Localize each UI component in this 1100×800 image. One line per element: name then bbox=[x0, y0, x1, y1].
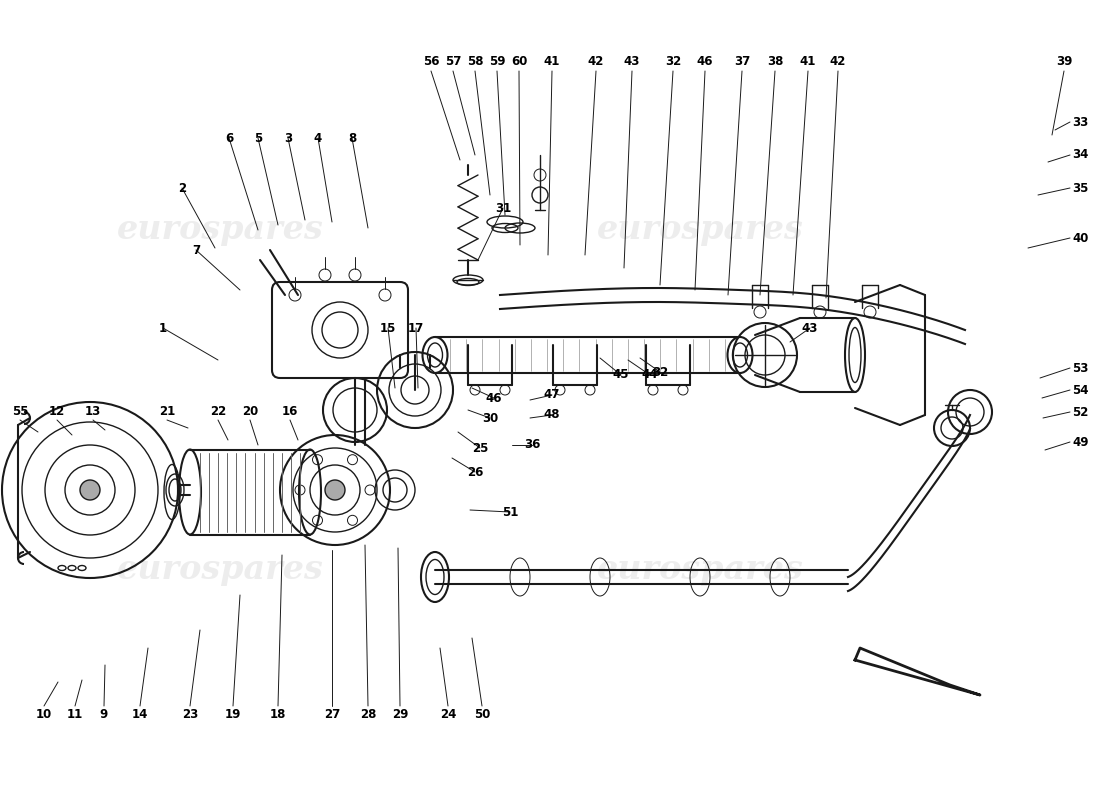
Text: 2: 2 bbox=[178, 182, 186, 194]
Text: 25: 25 bbox=[472, 442, 488, 454]
Text: 6: 6 bbox=[224, 131, 233, 145]
Text: 59: 59 bbox=[488, 55, 505, 68]
Text: 26: 26 bbox=[466, 466, 483, 478]
Text: 17: 17 bbox=[408, 322, 425, 334]
Text: 23: 23 bbox=[182, 708, 198, 721]
Text: 42: 42 bbox=[829, 55, 846, 68]
Text: 37: 37 bbox=[734, 55, 750, 68]
Text: 33: 33 bbox=[1072, 115, 1088, 129]
Text: 28: 28 bbox=[360, 708, 376, 721]
Text: eurospares: eurospares bbox=[596, 214, 803, 246]
Text: 30: 30 bbox=[482, 411, 498, 425]
Text: 19: 19 bbox=[224, 708, 241, 721]
Text: 4: 4 bbox=[314, 131, 322, 145]
Text: 46: 46 bbox=[486, 391, 503, 405]
Text: 43: 43 bbox=[624, 55, 640, 68]
Text: 49: 49 bbox=[1072, 435, 1089, 449]
Text: 35: 35 bbox=[1072, 182, 1088, 194]
Text: 32: 32 bbox=[664, 55, 681, 68]
Text: 38: 38 bbox=[767, 55, 783, 68]
Text: 40: 40 bbox=[1072, 231, 1088, 245]
Text: 46: 46 bbox=[696, 55, 713, 68]
Text: 42: 42 bbox=[587, 55, 604, 68]
Text: 9: 9 bbox=[100, 708, 108, 721]
Text: eurospares: eurospares bbox=[596, 554, 803, 586]
Text: 10: 10 bbox=[36, 708, 52, 721]
Text: 13: 13 bbox=[85, 405, 101, 418]
Text: 48: 48 bbox=[543, 409, 560, 422]
Text: 50: 50 bbox=[474, 708, 491, 721]
Text: 47: 47 bbox=[543, 389, 560, 402]
Text: 32: 32 bbox=[652, 366, 668, 378]
Text: 12: 12 bbox=[48, 405, 65, 418]
Text: 22: 22 bbox=[210, 405, 227, 418]
Text: 15: 15 bbox=[379, 322, 396, 334]
Text: 8: 8 bbox=[348, 131, 356, 145]
Text: 27: 27 bbox=[323, 708, 340, 721]
Text: 41: 41 bbox=[543, 55, 560, 68]
FancyBboxPatch shape bbox=[272, 282, 408, 378]
Text: 7: 7 bbox=[191, 243, 200, 257]
Text: eurospares: eurospares bbox=[117, 554, 323, 586]
Text: 34: 34 bbox=[1072, 149, 1088, 162]
Text: 11: 11 bbox=[67, 708, 84, 721]
Text: 43: 43 bbox=[802, 322, 818, 334]
Text: 3: 3 bbox=[284, 131, 293, 145]
Text: eurospares: eurospares bbox=[117, 214, 323, 246]
Text: 57: 57 bbox=[444, 55, 461, 68]
Text: 31: 31 bbox=[495, 202, 512, 214]
Text: 56: 56 bbox=[422, 55, 439, 68]
Text: 20: 20 bbox=[242, 405, 258, 418]
Polygon shape bbox=[855, 648, 980, 695]
Circle shape bbox=[80, 480, 100, 500]
Text: 29: 29 bbox=[392, 708, 408, 721]
Text: 36: 36 bbox=[524, 438, 540, 451]
Text: 45: 45 bbox=[613, 369, 629, 382]
Text: 5: 5 bbox=[254, 131, 262, 145]
Circle shape bbox=[324, 480, 345, 500]
Text: 24: 24 bbox=[440, 708, 456, 721]
Text: 51: 51 bbox=[502, 506, 518, 518]
Text: 39: 39 bbox=[1056, 55, 1072, 68]
Text: 44: 44 bbox=[641, 369, 658, 382]
Text: 58: 58 bbox=[466, 55, 483, 68]
Text: 18: 18 bbox=[270, 708, 286, 721]
Text: 53: 53 bbox=[1072, 362, 1088, 374]
Text: 55: 55 bbox=[12, 405, 29, 418]
Text: 52: 52 bbox=[1072, 406, 1088, 418]
Text: 21: 21 bbox=[158, 405, 175, 418]
Text: 14: 14 bbox=[132, 708, 148, 721]
Text: 41: 41 bbox=[800, 55, 816, 68]
Text: 1: 1 bbox=[158, 322, 167, 334]
Text: 16: 16 bbox=[282, 405, 298, 418]
Text: 60: 60 bbox=[510, 55, 527, 68]
Text: 54: 54 bbox=[1072, 383, 1089, 397]
